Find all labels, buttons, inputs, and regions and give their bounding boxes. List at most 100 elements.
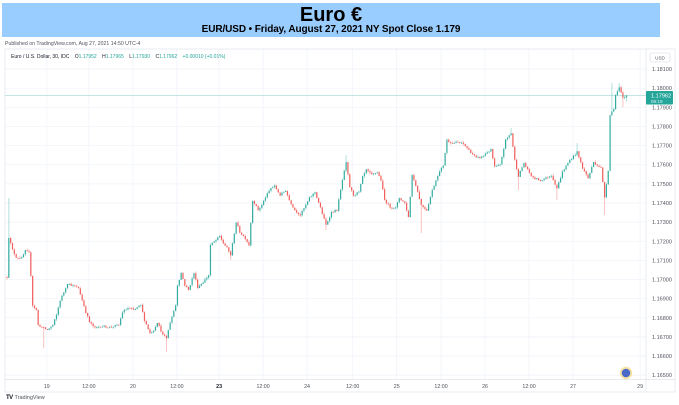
candle-body [479, 156, 481, 159]
candle-body [591, 166, 593, 173]
candle-body [622, 92, 624, 98]
price-tick-label: 1.17200 [652, 239, 672, 245]
candle-body [351, 187, 353, 191]
candle-body [343, 170, 345, 180]
candle-body [329, 217, 331, 222]
candle-body [519, 170, 521, 177]
candle-body [611, 111, 613, 116]
candle-body [149, 329, 151, 334]
time-tick-label: 26 [482, 384, 488, 390]
candle-body [107, 327, 109, 329]
price-tick-label: 1.16500 [652, 373, 672, 379]
legend-low-value: 1.17930 [131, 54, 151, 60]
candle-body [424, 207, 426, 210]
candle-body [323, 213, 325, 219]
time-axis[interactable]: 19 12:00 20 12:00 23 12:00 24 12:00 25 12:00 26 12:… [44, 384, 643, 390]
price-tick-label: 1.17700 [652, 144, 672, 150]
candle-body [603, 182, 606, 198]
candle-body [435, 180, 437, 186]
bar-countdown: 09:19 [651, 99, 663, 104]
candle-body [484, 153, 487, 156]
candle-body [136, 307, 138, 309]
candle-body [198, 285, 201, 289]
candle-body [41, 326, 43, 328]
candle-body [319, 202, 322, 208]
price-tick-label: 1.18100 [652, 67, 672, 73]
candle-body [233, 233, 235, 244]
candle-body [316, 192, 318, 198]
candle-body [400, 198, 402, 201]
candle-body [455, 141, 457, 144]
candle-body [356, 192, 358, 195]
candle-body [391, 207, 393, 209]
price-tick-label: 1.16800 [652, 316, 672, 322]
price-tick-label: 1.17100 [652, 258, 672, 264]
candle-body [396, 202, 399, 208]
candle-body [59, 300, 61, 308]
title-banner: Euro € EUR/USD • Friday, August 27, 2021… [2, 3, 660, 37]
published-note: Published on TradingView.com, Aug 27, 20… [5, 41, 141, 47]
candle-body [338, 199, 340, 211]
candle-body [213, 241, 215, 243]
ohlc-legend[interactable]: Euro / U.S. Dollar, 30, IDC O1.17952 H1.… [11, 54, 225, 60]
candle-body [428, 204, 430, 211]
candle-body [530, 172, 532, 176]
candle-body [365, 169, 367, 174]
candle-body [156, 322, 158, 327]
price-tick-label: 1.18000 [652, 86, 672, 92]
candle-body [495, 165, 498, 167]
price-tick-label: 1.17400 [652, 201, 672, 207]
candle-body [395, 207, 397, 209]
candle-body [537, 178, 540, 181]
candle-body [325, 218, 327, 225]
candle-body [493, 158, 496, 167]
candle-body [219, 235, 221, 238]
candle-body [118, 324, 120, 326]
candle-body [195, 273, 197, 280]
candle-body [510, 133, 512, 136]
candle-body [211, 242, 213, 245]
candle-body [129, 307, 131, 309]
candle-body [167, 329, 169, 339]
candle-body [191, 278, 193, 286]
candle-body [252, 201, 254, 223]
candle-body [200, 284, 202, 286]
legend-close-value: 1.17962 [159, 54, 178, 60]
candle-body [186, 285, 188, 288]
scroll-to-realtime-button[interactable] [619, 366, 633, 380]
candle-body [46, 329, 48, 330]
candle-body [418, 191, 421, 200]
currency-button[interactable]: USD [649, 52, 671, 63]
candle-body [114, 325, 116, 327]
candle-body [65, 288, 67, 293]
candle-body [307, 201, 309, 205]
candle-body [576, 151, 578, 155]
price-axis[interactable]: 1.18100 1.18000 1.17900 1.17800 1.17700 1.176… [646, 52, 673, 379]
candle-body [140, 304, 142, 306]
candle-body [217, 237, 219, 241]
candle-body [24, 250, 26, 255]
chart-grid [5, 49, 646, 379]
candle-body [308, 197, 311, 202]
candle-body [514, 146, 516, 160]
candle-body [224, 243, 226, 246]
tradingview-logo-link[interactable]: TV TradingView [6, 395, 45, 402]
candle-body [534, 177, 536, 180]
candle-body [239, 226, 241, 233]
candle-body [230, 251, 232, 256]
candle-body [268, 190, 270, 194]
candle-body [101, 326, 103, 328]
candle-body [92, 323, 94, 327]
candle-body [248, 242, 250, 246]
candle-body [501, 157, 503, 165]
banner-subtitle: EUR/USD • Friday, August 27, 2021 NY Spo… [201, 24, 461, 35]
candle-body [448, 139, 450, 142]
candle-body [30, 252, 32, 276]
candle-body [35, 308, 37, 310]
candle-body [197, 279, 199, 289]
candle-body [587, 174, 589, 179]
candle-body [442, 165, 444, 168]
candle-body [94, 326, 96, 328]
candle-body [173, 310, 175, 317]
